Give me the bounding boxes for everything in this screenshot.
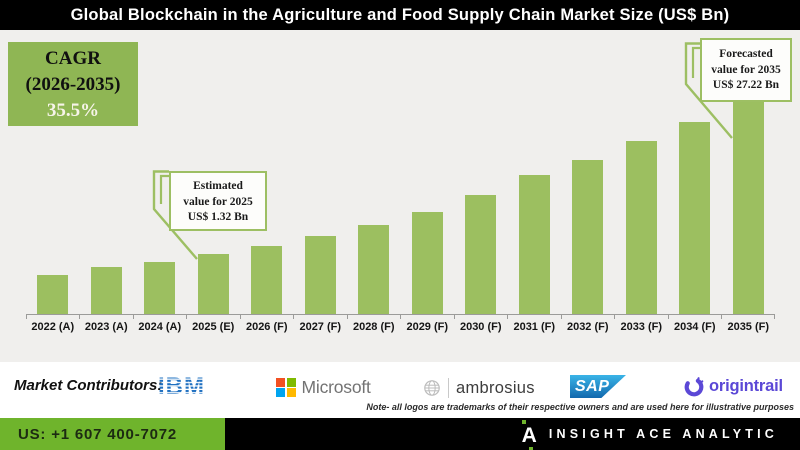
bar-2035: [732, 101, 764, 314]
estimated-line1: Estimated: [193, 180, 243, 192]
microsoft-wordmark: Microsoft: [301, 377, 371, 397]
footer-brand-bar: A INSIGHT ACE ANALYTIC: [225, 418, 800, 450]
bar-slot: [614, 141, 669, 319]
cagr-box: CAGR (2026-2035) 35.5%: [8, 42, 138, 126]
microsoft-square-blue: [276, 388, 285, 398]
x-labels: 2022 (A) 2023 (A) 2024 (A) 2025 (E) 2026 (F)…: [26, 321, 775, 333]
brand-name: INSIGHT ACE ANALYTIC: [548, 427, 778, 441]
bar-slot: [293, 236, 348, 319]
origintrail-icon: [684, 377, 704, 397]
bar-2032: [572, 160, 604, 314]
bar-slot: [25, 275, 80, 319]
bar-slot: [721, 101, 776, 319]
logo-letter: A: [521, 424, 537, 447]
x-tick-label: 2029 (F): [406, 321, 449, 333]
x-tick-label: 2032 (F): [566, 321, 609, 333]
market-contributors-label: Market Contributors:: [14, 377, 163, 394]
bar-slot: [239, 246, 294, 319]
sap-wordmark: SAP: [575, 378, 610, 395]
bar-slot: [346, 225, 401, 319]
bar-2028: [358, 225, 390, 314]
x-tick-label: 2031 (F): [513, 321, 556, 333]
bar-2029: [411, 212, 443, 314]
bar-slot: [507, 175, 562, 319]
bar-slot: [400, 212, 455, 319]
bars: [25, 82, 776, 319]
x-tick-label: 2027 (F): [299, 321, 342, 333]
microsoft-square-green: [286, 377, 296, 387]
x-tick-label: 2023 (A): [84, 321, 128, 333]
ambrosius-divider: [448, 378, 449, 398]
sap-logo: SAP: [570, 375, 626, 398]
bar-slot: [667, 122, 722, 319]
cagr-value: 35.5%: [46, 100, 100, 121]
forecasted-line2: value for 2035: [711, 63, 781, 76]
x-tick-label: 2028 (F): [352, 321, 395, 333]
microsoft-square-red: [276, 377, 285, 387]
bar-slot: [79, 267, 134, 319]
logo-green-dot-top: [521, 420, 526, 424]
bar-slot: [560, 160, 615, 319]
bar-2033: [625, 141, 657, 314]
x-tick-label: 2025 (E): [192, 321, 235, 333]
bar-slot: [186, 254, 241, 319]
bar-2022: [37, 275, 69, 314]
footer: US: +1 607 400-7072 A INSIGHT ACE ANALYT…: [0, 418, 800, 450]
ibm-wordmark: IBM: [158, 373, 205, 397]
microsoft-logo: Microsoft: [276, 377, 371, 398]
globe-icon: [424, 380, 440, 396]
forecasted-line3: US$ 27.22 Bn: [712, 79, 780, 91]
bar-slot: [453, 195, 508, 319]
forecasted-value-callout: Forecasted value for 2035 US$ 27.22 Bn: [700, 38, 792, 102]
origintrail-logo: origintrail: [683, 375, 783, 398]
bar-slot: [132, 262, 187, 319]
ambrosius-logo: ambrosius: [423, 378, 535, 398]
x-tick-label: 2030 (F): [459, 321, 502, 333]
microsoft-square-yellow: [286, 388, 296, 398]
estimated-line3: US$ 1.32 Bn: [187, 211, 249, 223]
bar-2031: [518, 175, 550, 314]
chart-title: Global Blockchain in the Agriculture and…: [0, 0, 800, 30]
bar-2023: [90, 267, 122, 314]
x-tick-label: 2024 (A): [138, 321, 182, 333]
x-tick-label: 2035 (F): [727, 321, 770, 333]
ambrosius-wordmark: ambrosius: [456, 378, 535, 397]
origintrail-wordmark: origintrail: [709, 377, 783, 395]
estimated-line2: value for 2025: [183, 195, 253, 208]
chart-area: CAGR (2026-2035) 35.5% 2022 (A) 2023 (A) 2…: [0, 30, 800, 362]
x-tick-label: 2033 (F): [620, 321, 663, 333]
estimated-value-callout: Estimated value for 2025 US$ 1.32 Bn: [169, 171, 267, 231]
ibm-logo: IBM: [158, 373, 205, 397]
x-tick-label: 2022 (A): [31, 321, 75, 333]
bar-2026: [251, 246, 283, 314]
bar-2025: [197, 254, 229, 314]
logo-green-dot-bottom: [528, 447, 533, 450]
logos-disclaimer-note: Note- all logos are trademarks of their …: [366, 402, 794, 412]
market-contributors-strip: Market Contributors: IBM Microsoft ambro…: [0, 362, 800, 418]
bar-2030: [465, 195, 497, 314]
brand-group: A INSIGHT ACE ANALYTIC: [521, 418, 778, 450]
insight-ace-logo-icon: A: [521, 420, 537, 450]
bar-2024: [144, 262, 176, 314]
x-tick-label: 2034 (F): [673, 321, 716, 333]
x-tick-label: 2026 (F): [245, 321, 288, 333]
forecasted-line1: Forecasted: [719, 48, 773, 60]
cagr-title: CAGR: [45, 48, 101, 69]
bar-2027: [304, 236, 336, 314]
bar-2034: [679, 122, 711, 314]
cagr-period: (2026-2035): [25, 74, 121, 95]
footer-phone: US: +1 607 400-7072: [0, 418, 225, 450]
microsoft-squares-icon: [276, 377, 296, 398]
